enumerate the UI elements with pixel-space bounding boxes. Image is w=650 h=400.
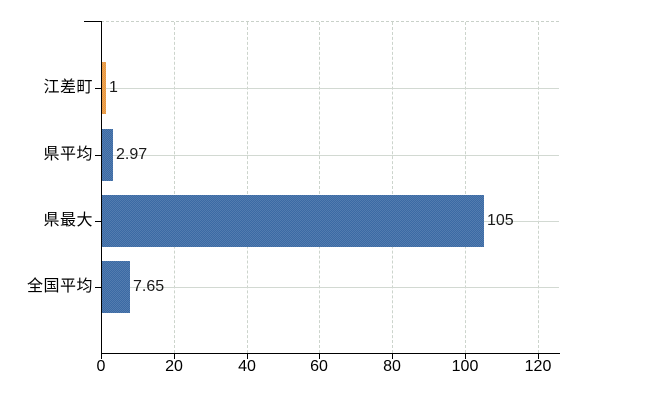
x-tick-label: 120 [524,358,552,375]
category-label: 県最大 [43,212,93,229]
x-axis-tick [465,354,466,359]
y-axis-tick [95,221,101,222]
bar-1 [102,62,106,114]
x-axis-tick [247,354,248,359]
x-axis-tick [538,354,539,359]
x-tick-label: 100 [451,358,479,375]
plot-top-border [101,21,559,22]
x-gridline [247,22,248,353]
x-axis-tick [319,354,320,359]
x-axis-tick [392,354,393,359]
category-gridline [102,287,559,288]
x-tick-label: 80 [383,358,401,375]
value-label: 105 [487,212,514,229]
x-axis-tick [174,354,175,359]
value-label: 7.65 [133,278,165,295]
category-label: 江差町 [43,79,93,96]
value-label: 1 [109,79,118,96]
x-tick-label: 40 [238,358,256,375]
bar-3 [102,195,484,247]
y-axis-top-tick [84,21,102,22]
category-label: 全国平均 [26,278,93,295]
category-gridline [102,88,559,89]
x-gridline [538,22,539,353]
x-axis-tick [101,354,102,359]
y-axis-tick [95,88,101,89]
x-tick-label: 20 [165,358,183,375]
x-gridline [465,22,466,353]
bar-2 [102,129,113,181]
x-gridline [392,22,393,353]
y-axis-tick [95,155,101,156]
value-label: 2.97 [116,146,148,163]
y-axis-tick [95,287,101,288]
x-axis-line [101,353,560,354]
x-gridline [319,22,320,353]
bar-4 [102,261,130,313]
x-tick-label: 0 [96,358,106,375]
y-axis-line [101,21,102,354]
x-tick-label: 60 [310,358,328,375]
category-gridline [102,155,559,156]
category-label: 県平均 [43,146,93,163]
x-gridline [174,22,175,353]
